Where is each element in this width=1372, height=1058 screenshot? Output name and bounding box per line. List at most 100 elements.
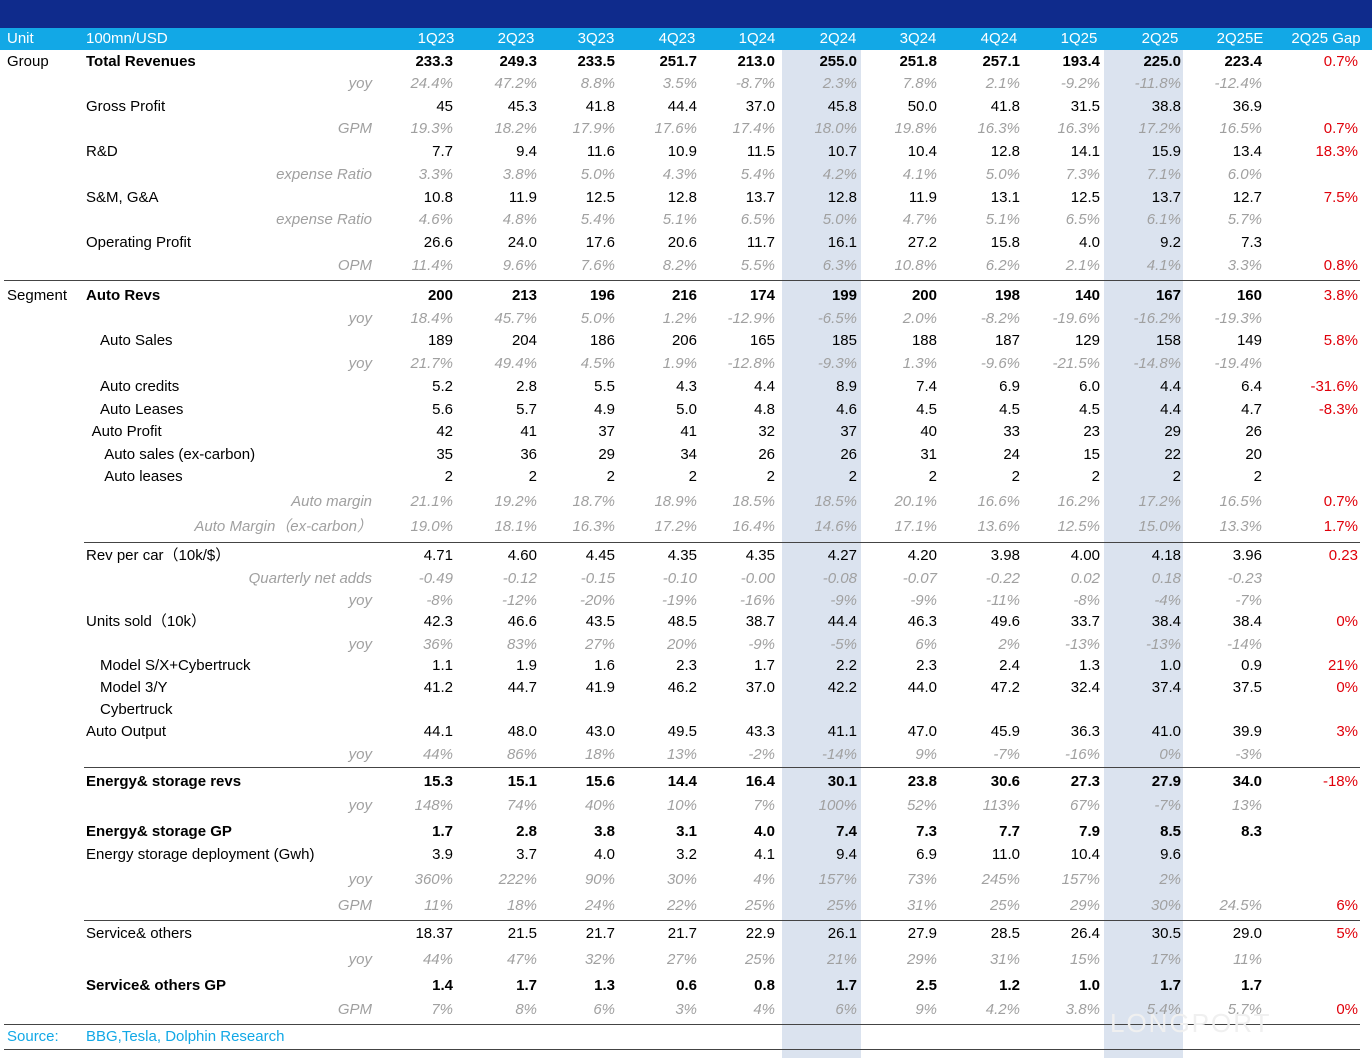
- value-cell: 6%: [915, 636, 937, 653]
- gap-cell: 0.7%: [1323, 493, 1358, 510]
- row-label: Quarterly net adds: [248, 570, 372, 587]
- row-label: expense Ratio: [276, 166, 372, 183]
- value-cell: 213.0: [737, 53, 775, 70]
- value-cell: 46.3: [907, 613, 937, 630]
- value-cell: 49.6: [990, 613, 1020, 630]
- value-cell: 4.20: [907, 547, 937, 564]
- value-cell: 48.0: [507, 723, 537, 740]
- value-cell: [699, 700, 775, 720]
- value-cell: 1.7: [1241, 977, 1262, 994]
- value-cell: 158: [1155, 332, 1181, 349]
- value-cell: 43.5: [585, 613, 615, 630]
- value-cell: 31%: [906, 897, 937, 914]
- value-cell: 167: [1155, 287, 1181, 304]
- header-quarter: 3Q24: [899, 30, 937, 47]
- value-cell: -11.8%: [1134, 75, 1181, 92]
- value-cell: 9.2: [1160, 234, 1181, 251]
- value-cell: 6.5%: [740, 211, 775, 228]
- value-cell: 25%: [744, 897, 775, 914]
- row-label: yoy: [348, 636, 372, 653]
- value-cell: 86%: [506, 746, 537, 763]
- value-cell: 14.4: [667, 773, 697, 790]
- divider-group: [4, 280, 1360, 281]
- value-cell: 1.3: [1079, 657, 1100, 674]
- value-cell: 2: [688, 468, 697, 485]
- value-cell: 7.3%: [1065, 166, 1100, 183]
- header-quarter: 1Q23: [417, 30, 455, 47]
- value-cell: [1186, 870, 1262, 890]
- gap-cell: 0.7%: [1323, 120, 1358, 137]
- value-cell: 2.1%: [985, 75, 1020, 92]
- gap-cell: 1.7%: [1323, 518, 1358, 535]
- header-currency: 100mn/USD: [86, 30, 168, 47]
- value-cell: 2.3: [676, 657, 697, 674]
- value-cell: -16.2%: [1133, 310, 1181, 327]
- value-cell: 36: [520, 446, 537, 463]
- value-cell: 206: [671, 332, 697, 349]
- value-cell: 204: [511, 332, 537, 349]
- value-cell: 47%: [506, 951, 537, 968]
- value-cell: 10.4: [907, 143, 937, 160]
- value-cell: 1.1: [432, 657, 453, 674]
- value-cell: 4.71: [423, 547, 453, 564]
- row-label: yoy: [348, 310, 372, 327]
- value-cell: 148%: [414, 797, 453, 814]
- value-cell: 1.7: [516, 977, 537, 994]
- value-cell: 13.6%: [977, 518, 1020, 535]
- value-cell: 34: [680, 446, 697, 463]
- row-label: GPM: [337, 897, 372, 914]
- value-cell: 225.0: [1143, 53, 1181, 70]
- value-cell: 13.7: [1151, 189, 1181, 206]
- value-cell: 29: [598, 446, 615, 463]
- value-cell: 2%: [1159, 871, 1181, 888]
- value-cell: 13.4: [1232, 143, 1262, 160]
- value-cell: 4.4: [1160, 378, 1181, 395]
- value-cell: 22%: [666, 897, 697, 914]
- value-cell: 12.8: [827, 189, 857, 206]
- value-cell: 251.8: [899, 53, 937, 70]
- value-cell: 223.4: [1224, 53, 1262, 70]
- value-cell: 4.5: [1079, 401, 1100, 418]
- value-cell: 165: [749, 332, 775, 349]
- value-cell: 18.2%: [494, 120, 537, 137]
- value-cell: 20.1%: [894, 493, 937, 510]
- value-cell: 2: [1011, 468, 1020, 485]
- value-cell: 4.18: [1151, 547, 1181, 564]
- value-cell: -19.4%: [1214, 355, 1262, 372]
- gap-cell: [1282, 422, 1358, 442]
- value-cell: 16.3%: [572, 518, 615, 535]
- value-cell: 7%: [431, 1001, 453, 1018]
- value-cell: 16.5%: [1219, 120, 1262, 137]
- value-cell: 360%: [414, 871, 453, 888]
- value-cell: 32.4: [1070, 679, 1100, 696]
- value-cell: 249.3: [499, 53, 537, 70]
- row-label: Auto Profit: [91, 423, 162, 440]
- value-cell: 15.0%: [1138, 518, 1181, 535]
- value-cell: 44.0: [907, 679, 937, 696]
- value-cell: 4.1%: [902, 166, 937, 183]
- value-cell: 30.5: [1151, 925, 1181, 942]
- value-cell: 47.2: [990, 679, 1020, 696]
- group-label: Segment: [7, 287, 68, 304]
- value-cell: 12.5: [1070, 189, 1100, 206]
- value-cell: 7%: [753, 797, 775, 814]
- value-cell: 1.9%: [662, 355, 697, 372]
- value-cell: 4.6%: [418, 211, 453, 228]
- value-cell: 16.6%: [977, 493, 1020, 510]
- value-cell: 13%: [1231, 797, 1262, 814]
- value-cell: 74%: [506, 797, 537, 814]
- value-cell: -12.4%: [1214, 75, 1262, 92]
- value-cell: 0.8: [754, 977, 775, 994]
- value-cell: 21.7: [667, 925, 697, 942]
- value-cell: 4.7%: [902, 211, 937, 228]
- value-cell: 4%: [753, 871, 775, 888]
- value-cell: -11%: [986, 592, 1020, 609]
- value-cell: 10.8%: [894, 257, 937, 274]
- value-cell: 3.8: [594, 823, 615, 840]
- value-cell: 44%: [422, 951, 453, 968]
- value-cell: 12.8: [667, 189, 697, 206]
- value-cell: 15.6: [585, 773, 615, 790]
- value-cell: 37: [840, 423, 857, 440]
- value-cell: 2.3%: [822, 75, 857, 92]
- value-cell: 26.1: [827, 925, 857, 942]
